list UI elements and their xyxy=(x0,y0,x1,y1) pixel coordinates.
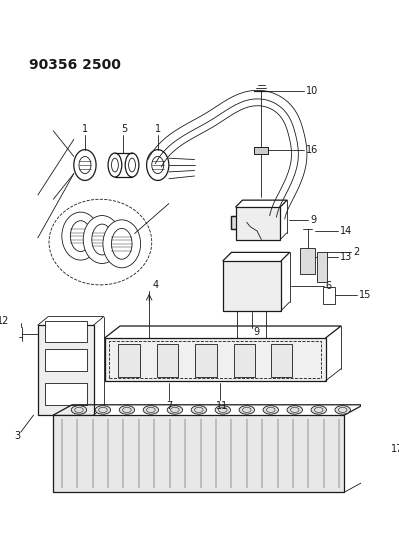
Ellipse shape xyxy=(146,150,169,181)
Text: 3: 3 xyxy=(14,432,20,441)
Text: 15: 15 xyxy=(359,290,371,300)
Ellipse shape xyxy=(287,406,302,414)
Ellipse shape xyxy=(95,406,111,414)
Bar xyxy=(45,321,87,342)
Text: 9: 9 xyxy=(254,327,260,337)
Text: 6: 6 xyxy=(326,281,332,291)
Ellipse shape xyxy=(74,150,96,181)
Bar xyxy=(234,344,255,376)
Ellipse shape xyxy=(125,153,139,177)
Ellipse shape xyxy=(191,406,207,414)
Text: 14: 14 xyxy=(340,226,352,236)
Text: 1: 1 xyxy=(155,124,161,134)
Bar xyxy=(45,383,87,405)
Bar xyxy=(255,147,268,154)
Text: 17: 17 xyxy=(391,445,399,454)
Ellipse shape xyxy=(103,220,140,268)
Text: 5: 5 xyxy=(121,124,127,134)
Ellipse shape xyxy=(119,406,134,414)
Bar xyxy=(323,287,335,304)
Bar xyxy=(223,261,281,311)
Bar xyxy=(38,325,93,415)
Ellipse shape xyxy=(167,406,183,414)
Ellipse shape xyxy=(143,406,158,414)
Text: 4: 4 xyxy=(152,280,159,290)
Bar xyxy=(255,147,268,154)
Text: 2: 2 xyxy=(353,247,359,257)
Text: 90356 2500: 90356 2500 xyxy=(29,58,121,72)
Ellipse shape xyxy=(263,406,279,414)
Ellipse shape xyxy=(239,406,255,414)
Text: 9: 9 xyxy=(310,215,316,225)
Ellipse shape xyxy=(70,221,91,252)
Bar xyxy=(317,252,327,282)
Text: 11: 11 xyxy=(216,401,228,411)
Text: 10: 10 xyxy=(306,86,318,96)
Text: 12: 12 xyxy=(0,316,9,326)
Ellipse shape xyxy=(92,224,113,255)
Ellipse shape xyxy=(215,406,231,414)
Bar xyxy=(109,341,321,378)
Bar xyxy=(231,215,269,229)
Bar xyxy=(119,344,140,376)
Bar xyxy=(45,349,87,370)
Ellipse shape xyxy=(62,212,99,260)
Ellipse shape xyxy=(311,406,326,414)
Ellipse shape xyxy=(108,153,122,177)
Bar xyxy=(53,415,344,492)
Ellipse shape xyxy=(111,229,132,259)
Ellipse shape xyxy=(83,215,121,263)
Text: 16: 16 xyxy=(306,144,318,155)
Bar xyxy=(231,215,269,229)
Text: 7: 7 xyxy=(166,401,172,411)
Ellipse shape xyxy=(335,406,350,414)
Bar xyxy=(196,344,217,376)
Text: 1: 1 xyxy=(81,124,88,134)
Ellipse shape xyxy=(71,406,87,414)
Bar xyxy=(300,248,315,274)
Text: 13: 13 xyxy=(340,252,352,262)
Bar xyxy=(157,344,178,376)
Bar xyxy=(271,344,292,376)
Bar xyxy=(105,338,326,381)
Bar xyxy=(236,207,280,239)
